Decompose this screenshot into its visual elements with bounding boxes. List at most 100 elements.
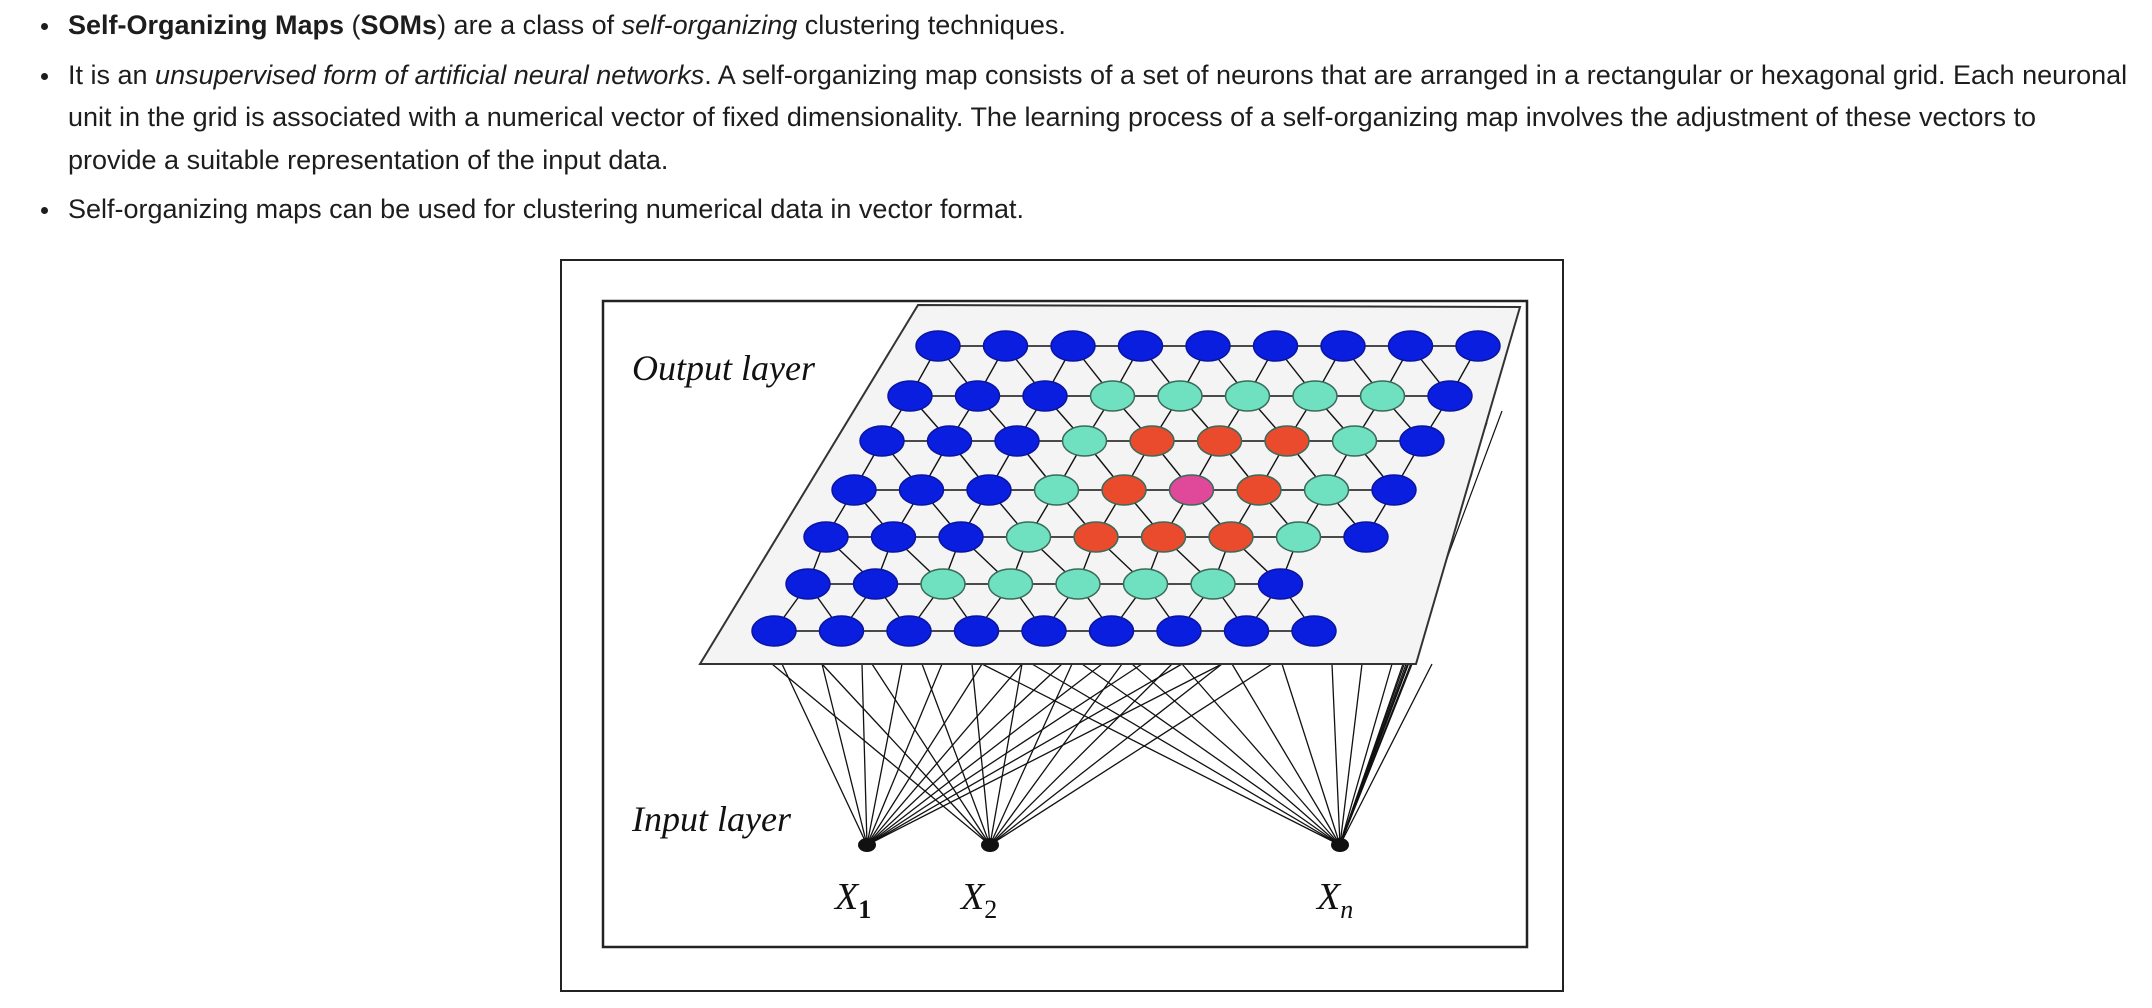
bullet-text-bold: Self-Organizing Maps (68, 10, 345, 40)
neuron-node (1022, 380, 1068, 412)
bullet-text: . A self-organizing map consists of a se… (68, 59, 2128, 175)
neuron-node (1050, 330, 1096, 362)
neuron-node (1089, 380, 1136, 412)
neuron-node (1224, 380, 1271, 412)
neuron-node (1343, 521, 1389, 553)
bullet-item: Self-Organizing Maps (SOMs) are a class … (41, 4, 2128, 47)
input-connection (1031, 663, 1341, 846)
input-x1-label: X1 (833, 876, 871, 924)
bullet-text-bold: SOMs (360, 10, 438, 40)
input-connection (866, 663, 983, 846)
input-connection (1181, 663, 1341, 846)
input-connections (771, 410, 1503, 846)
input-connection (921, 663, 991, 846)
input-connection (1081, 663, 1341, 846)
input-nodes (858, 838, 1349, 852)
input-layer-label: Input layer (631, 799, 792, 839)
neuron-node (1101, 474, 1147, 506)
neuron-node (1055, 568, 1101, 600)
input-connection (871, 663, 991, 846)
input-connection (866, 663, 1063, 846)
neuron-node (1275, 521, 1322, 553)
neuron-node (1371, 474, 1417, 506)
neuron-node (803, 521, 849, 553)
bullet-list: Self-Organizing Maps (SOMs) are a class … (0, 0, 2128, 231)
neuron-node (1208, 521, 1254, 553)
neuron-node (1303, 474, 1350, 506)
input-connection (989, 663, 1173, 846)
neuron-node (831, 474, 877, 506)
bullet-text: It is an (68, 59, 156, 90)
neuron-node (1455, 330, 1501, 362)
input-connection (866, 663, 903, 846)
neuron-node (1196, 425, 1243, 457)
neuron-node (1021, 615, 1067, 647)
input-connection (781, 663, 868, 846)
input-xn-label: Xn (1315, 876, 1353, 924)
input-connection (866, 663, 1103, 846)
neuron-node (966, 474, 1012, 506)
neuron-node (1359, 380, 1406, 412)
neuron-node (954, 380, 1001, 412)
input-connection (989, 663, 1273, 846)
input-connection (866, 663, 1143, 846)
neuron-node (994, 425, 1040, 457)
neuron-node (920, 568, 966, 600)
neuron-node (1292, 380, 1338, 412)
neuron-node (852, 568, 899, 600)
input-connection (866, 663, 1023, 846)
som-diagram: Output layer Input layer X1 X2 Xn (601, 299, 1529, 949)
input-connection (771, 663, 991, 846)
neuron-node (1320, 330, 1366, 362)
neuron-node (926, 425, 973, 457)
neuron-node (982, 330, 1029, 362)
neuron-node (1073, 521, 1119, 553)
neuron-node (1117, 330, 1164, 362)
neuron-node (1168, 474, 1215, 506)
neuron-node (1399, 425, 1445, 457)
neuron-node (859, 425, 905, 457)
bullet-item: Self-organizing maps can be used for clu… (41, 188, 2128, 231)
neuron-node (938, 521, 984, 553)
input-x2-label: X2 (959, 876, 997, 924)
neuron-node (1257, 568, 1304, 600)
neuron-node (1252, 330, 1299, 362)
input-connection (1339, 663, 1363, 846)
neuron-node (870, 521, 917, 553)
input-connection (1131, 663, 1341, 846)
bullet-item: It is an unsupervised form of artificial… (41, 54, 2128, 182)
neuron-node (751, 615, 797, 647)
neuron-node (1190, 568, 1236, 600)
input-connection (866, 663, 1223, 846)
input-connection (989, 663, 1023, 846)
neuron-node (1157, 380, 1203, 412)
input-connection (821, 663, 991, 846)
neuron-node (1264, 425, 1310, 457)
neuron-node (898, 474, 945, 506)
input-connection (861, 663, 868, 846)
neuron-node (1223, 615, 1270, 647)
neuron-node (1331, 425, 1378, 457)
input-node (981, 838, 999, 852)
input-node (858, 838, 876, 852)
input-connection (1331, 663, 1341, 846)
neuron-node (785, 568, 831, 600)
input-node (1331, 838, 1349, 852)
neuron-node (987, 568, 1034, 600)
input-connection (989, 663, 1223, 846)
neuron-node (1236, 474, 1282, 506)
neuron-node (1427, 380, 1473, 412)
som-figure: Output layer Input layer X1 X2 Xn (560, 259, 1564, 992)
neuron-node (1387, 330, 1434, 362)
neuron-node (1156, 615, 1202, 647)
input-connection (989, 663, 1073, 846)
neuron-node (1140, 521, 1187, 553)
neuron-node (1088, 615, 1135, 647)
inner-frame (601, 299, 1529, 949)
neuron-node (887, 380, 933, 412)
grid-nodes (751, 330, 1501, 647)
bullet-text: clustering techniques. (797, 10, 1066, 40)
input-connection (971, 663, 991, 846)
input-connection (1231, 663, 1341, 846)
bullet-text-italic: unsupervised form of artificial neural n… (155, 59, 705, 90)
